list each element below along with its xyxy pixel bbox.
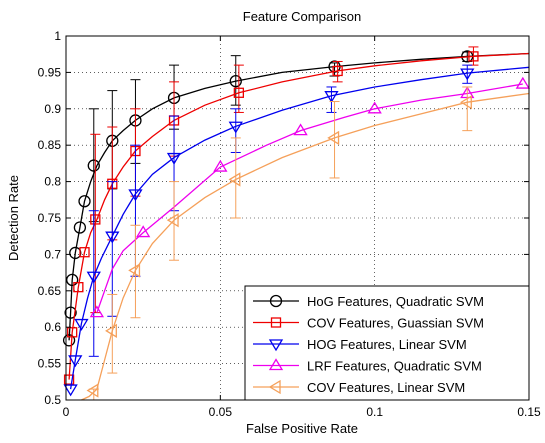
data-point: [228, 121, 243, 134]
series-line: [68, 52, 530, 380]
data-point: [229, 74, 242, 88]
data-point: [78, 195, 91, 208]
data-point: [293, 123, 308, 136]
legend-entry-label: HOG Features, Linear SVM: [307, 337, 467, 352]
x-tick-label: 0: [63, 405, 70, 419]
legend-entry-label: LRF Features, Quadratic SVM: [307, 359, 482, 374]
data-point: [460, 95, 472, 110]
data-point: [515, 76, 530, 89]
data-point: [228, 172, 241, 187]
data-point: [213, 159, 228, 172]
data-point: [367, 101, 382, 114]
y-tick-label: 0.7: [44, 247, 61, 261]
data-point: [90, 214, 101, 225]
data-point: [67, 327, 78, 338]
data-point: [63, 384, 78, 397]
data-point: [86, 271, 101, 284]
series-line: [68, 52, 530, 341]
y-tick-label: 0.6: [44, 320, 61, 334]
data-point: [79, 247, 90, 258]
legend-box: [244, 285, 530, 401]
series-line: [69, 66, 530, 390]
data-point: [460, 68, 475, 81]
y-tick-label: 0.65: [38, 284, 62, 298]
data-point: [324, 91, 339, 103]
data-point: [74, 318, 89, 331]
grid-lines: [66, 36, 529, 400]
legend-marker: [270, 317, 282, 328]
y-axis-label: Detection Rate: [6, 175, 21, 261]
data-point: [87, 159, 100, 172]
series-line: [96, 83, 523, 313]
y-tick-label: 0.8: [44, 175, 61, 189]
series-layer: [62, 46, 530, 401]
data-point: [68, 355, 83, 368]
legend-marker: [268, 379, 281, 395]
data-point: [63, 374, 75, 385]
data-point: [73, 221, 87, 234]
data-point: [66, 273, 79, 287]
y-tick-label: 0.85: [38, 138, 62, 152]
data-point: [128, 263, 141, 278]
y-tick-label: 0.55: [38, 357, 62, 371]
data-point: [166, 213, 179, 228]
y-tick-label: 0.9: [44, 102, 61, 116]
data-point: [105, 231, 120, 244]
series-line: [81, 92, 530, 401]
legend-entry-label: COV Features, Guassian SVM: [307, 316, 484, 331]
legend-marker: [268, 339, 284, 352]
data-point: [468, 51, 479, 62]
y-tick-label: 0.75: [38, 211, 62, 225]
legend: HoG Features, Quadratic SVM COV Features,…: [244, 285, 530, 401]
data-point: [332, 65, 343, 77]
legend-marker: [269, 294, 283, 308]
x-axis-label: False Positive Rate: [246, 421, 358, 436]
data-point: [327, 130, 340, 146]
legend-entry-label: HoG Features, Quadratic SVM: [307, 294, 484, 309]
y-tick-label: 1: [54, 29, 61, 43]
data-point: [89, 305, 105, 318]
series-3: [63, 64, 530, 397]
axis-ticks: 0 0.05 0.1 0.15 0.5 0.55 0.6 0.65 0.7 0.75 0.8 0.85…: [38, 29, 541, 419]
series-4: [89, 76, 530, 318]
data-point: [233, 87, 245, 98]
data-point: [62, 334, 76, 347]
data-point: [64, 306, 77, 319]
chart-title: Feature Comparison: [243, 9, 362, 24]
series-5: [81, 86, 530, 401]
y-tick-label: 0.5: [44, 393, 61, 407]
legend-marker: [268, 358, 284, 371]
data-point: [105, 323, 117, 338]
x-tick-label: 0.15: [517, 405, 541, 419]
data-point: [128, 189, 143, 202]
data-point: [136, 225, 151, 238]
x-tick-label: 0.1: [366, 405, 383, 419]
data-point: [69, 246, 82, 260]
x-tick-label: 0.05: [209, 405, 233, 419]
data-point: [166, 152, 182, 165]
y-tick-label: 0.95: [38, 65, 62, 79]
data-point: [73, 282, 84, 293]
legend-entry-label: COV Features, Linear SVM: [307, 380, 465, 395]
data-point: [86, 383, 99, 398]
